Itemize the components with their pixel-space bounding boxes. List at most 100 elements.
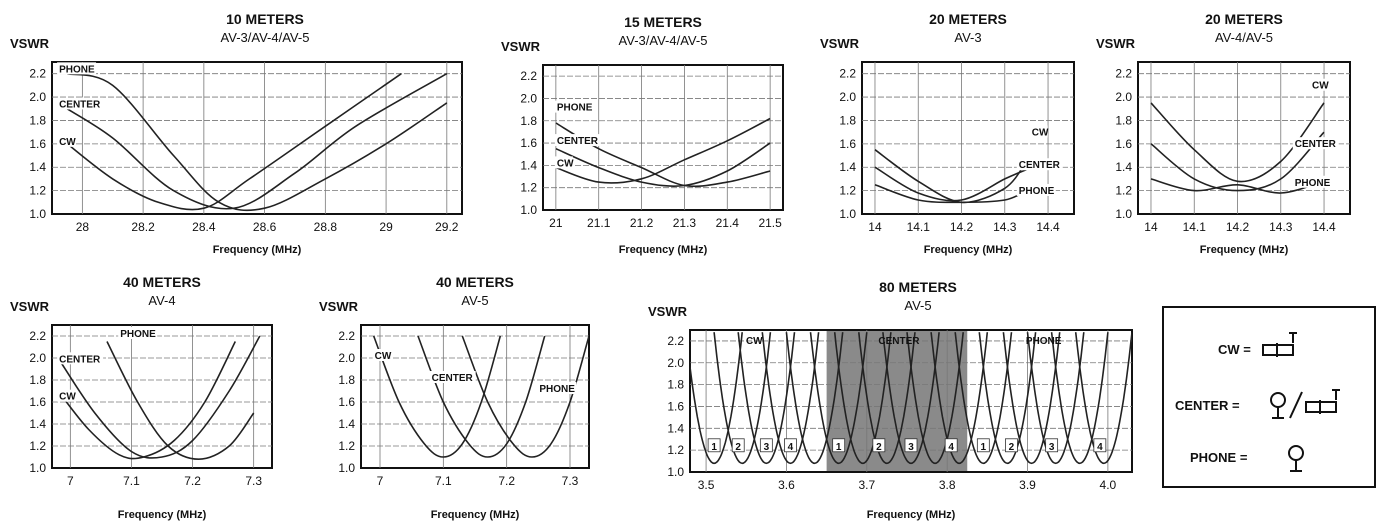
y-tick-label: 1.6 xyxy=(839,137,856,151)
band-label: CENTER xyxy=(878,336,920,347)
curve-label-bg xyxy=(1016,158,1063,171)
resonance-curve xyxy=(785,332,844,465)
curve-label-bg xyxy=(1292,175,1332,188)
series-line-phone xyxy=(874,184,1027,204)
x-tick-label: 3.6 xyxy=(778,478,795,492)
x-tick-label: 7.2 xyxy=(184,474,201,488)
y-axis-label: VSWR xyxy=(1096,36,1136,51)
y-tick-label: 1.8 xyxy=(29,373,46,387)
curve-label-bg xyxy=(1310,78,1329,91)
x-tick-label: 7.3 xyxy=(562,474,579,488)
legend-phone-label: PHONE = xyxy=(1190,450,1248,465)
legend-cw-label: CW = xyxy=(1218,342,1251,357)
series-line-phone xyxy=(555,122,771,188)
curve-label: PHONE xyxy=(1019,186,1055,197)
y-tick-label: 1.0 xyxy=(29,207,46,221)
series-line-cw xyxy=(555,117,771,184)
x-tick-label: 28.8 xyxy=(314,220,338,234)
series-line-cw xyxy=(372,335,502,458)
x-tick-label: 4.0 xyxy=(1100,478,1117,492)
y-tick-label: 2.0 xyxy=(839,90,856,104)
x-tick-label: 14 xyxy=(868,220,882,234)
x-tick-label: 14 xyxy=(1144,220,1158,234)
resonance-curve xyxy=(1074,332,1132,465)
resonance-marker: 1 xyxy=(981,442,987,453)
y-tick-label: 1.8 xyxy=(667,378,684,392)
curve-label: CW xyxy=(59,137,76,148)
resonance-curve xyxy=(809,332,868,465)
y-tick-label: 1.4 xyxy=(839,160,856,174)
x-tick-label: 7 xyxy=(377,474,384,488)
resonance-curve xyxy=(882,332,940,465)
curve-label: CENTER xyxy=(432,373,474,384)
resonance-marker-box xyxy=(1005,438,1018,453)
curve-label: CW xyxy=(375,351,392,362)
resonance-curve xyxy=(737,332,796,465)
curve-label-bg xyxy=(537,382,577,394)
resonance-marker: 1 xyxy=(711,442,717,453)
band-label: PHONE xyxy=(1026,336,1062,347)
y-tick-label: 2.0 xyxy=(338,351,355,365)
y-tick-label: 1.2 xyxy=(338,439,355,453)
y-tick-label: 2.2 xyxy=(1115,67,1132,81)
x-tick-label: 28.2 xyxy=(131,220,155,234)
y-tick-label: 2.0 xyxy=(667,356,684,370)
series-line-center xyxy=(874,166,1027,202)
x-axis-label: Frequency (MHz) xyxy=(213,244,302,256)
curve-label: CW xyxy=(557,158,574,169)
antenna-legend: CW = CENTER = PHONE = xyxy=(1162,306,1376,488)
curve-label: PHONE xyxy=(1295,178,1331,189)
x-tick-label: 21.2 xyxy=(630,216,654,230)
x-axis-label: Frequency (MHz) xyxy=(431,509,520,521)
y-tick-label: 1.6 xyxy=(667,399,684,413)
jumper-icon xyxy=(1270,392,1286,419)
vswr-chart-2: 15 METERS AV-3/AV-4/AV-5 VSWR 1.0 1.2 1.4 1.6 1… xyxy=(501,14,784,256)
x-tick-label: 21.1 xyxy=(587,216,611,230)
series-line-center xyxy=(1150,131,1325,192)
x-tick-label: 29 xyxy=(379,220,393,234)
y-tick-label: 1.6 xyxy=(520,136,537,150)
x-tick-label: 14.1 xyxy=(907,220,931,234)
y-axis-label: VSWR xyxy=(319,299,359,314)
y-tick-label: 1.8 xyxy=(29,113,46,127)
x-tick-label: 3.8 xyxy=(939,478,956,492)
chart-title: 15 METERS xyxy=(624,14,702,30)
resonance-marker-box xyxy=(1045,438,1059,453)
resonance-marker: 2 xyxy=(735,442,741,453)
y-tick-label: 1.2 xyxy=(839,184,856,198)
vswr-chart-1: 10 METERS AV-3/AV-4/AV-5 VSWR 1.0 1.2 1.4 1.6 1… xyxy=(10,11,463,256)
curve-label: CENTER xyxy=(557,136,599,147)
curve-label-bg xyxy=(554,134,601,147)
y-tick-label: 1.6 xyxy=(338,395,355,409)
jumper-icon xyxy=(1288,445,1304,472)
y-tick-label: 1.6 xyxy=(29,137,46,151)
x-tick-label: 14.4 xyxy=(1312,220,1336,234)
resonance-marker: 3 xyxy=(764,442,770,453)
x-tick-label: 7.2 xyxy=(498,474,515,488)
x-tick-label: 14.3 xyxy=(1269,220,1293,234)
curve-label: CENTER xyxy=(59,354,101,365)
curve-label-bg xyxy=(57,352,104,365)
curve-label-bg xyxy=(554,100,594,113)
chart-title: 10 METERS xyxy=(226,11,304,27)
x-tick-label: 3.5 xyxy=(698,478,715,492)
x-tick-label: 3.7 xyxy=(858,478,875,492)
series-line-phone xyxy=(67,72,448,212)
resonance-marker-box xyxy=(944,438,958,453)
y-tick-label: 1.4 xyxy=(1115,160,1132,174)
y-tick-label: 1.4 xyxy=(29,160,46,174)
series-line-center xyxy=(417,335,546,458)
series-line-center xyxy=(66,73,448,210)
resonance-marker: 2 xyxy=(876,442,882,453)
resonance-curve xyxy=(954,332,1013,465)
curve-label-bg xyxy=(57,97,104,110)
y-tick-label: 2.0 xyxy=(29,90,46,104)
chart-subtitle: AV-3/AV-4/AV-5 xyxy=(221,30,310,45)
legend-frame xyxy=(1162,306,1376,488)
resonance-curve xyxy=(858,332,916,465)
y-tick-label: 2.0 xyxy=(29,351,46,365)
y-axis-label: VSWR xyxy=(820,36,860,51)
series-line-center xyxy=(555,142,771,187)
curve-label: CW xyxy=(1032,127,1049,138)
